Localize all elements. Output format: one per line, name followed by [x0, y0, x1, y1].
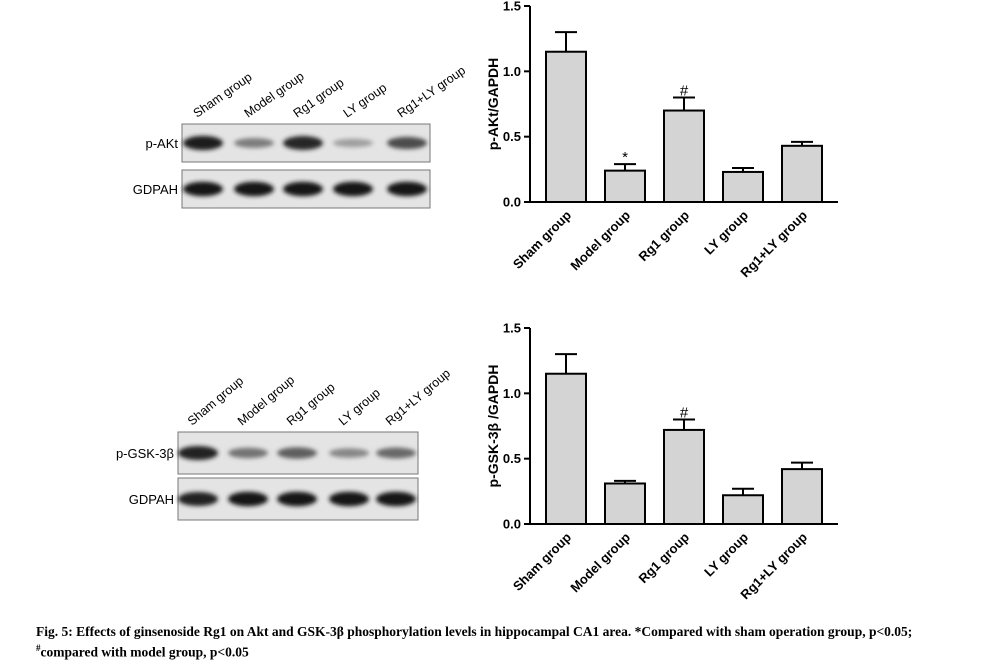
x-tick-label: LY group: [701, 529, 751, 579]
blot-band: [333, 181, 373, 197]
blot-band: [228, 491, 268, 507]
lane-label: LY group: [336, 386, 383, 429]
x-tick-label: LY group: [701, 207, 751, 257]
blot-band: [376, 447, 416, 459]
caption-text-end: compared with model group, p<0.05: [40, 644, 249, 660]
blot-band: [329, 448, 369, 458]
caption-hash-mark: #: [36, 643, 41, 653]
bar: [722, 494, 764, 525]
x-tick-label: Rg1 group: [636, 529, 693, 586]
blot-band: [234, 181, 274, 197]
blot-band: [183, 181, 223, 197]
x-tick-label: Rg1 group: [636, 207, 693, 264]
bar: [545, 372, 587, 525]
figure-caption: Fig. 5: Effects of ginsenoside Rg1 on Ak…: [36, 624, 966, 661]
blot-row-label: p-AKt: [145, 136, 178, 151]
blot-band: [277, 447, 317, 459]
blot-band: [283, 136, 323, 150]
blot-band: [376, 491, 416, 507]
x-tick-label: Sham group: [510, 529, 574, 593]
x-tick-label: Sham group: [510, 207, 574, 271]
blot-band: [387, 136, 427, 150]
y-tick-label: 0.0: [503, 195, 521, 210]
blot-row-label: GDPAH: [129, 492, 174, 507]
blot-row-label: p-GSK-3β: [116, 446, 174, 461]
blot-band: [283, 181, 323, 197]
lane-label: Rg1+LY group: [395, 63, 468, 120]
y-tick-label: 1.5: [503, 0, 521, 14]
bar: [781, 144, 823, 204]
caption-text: Fig. 5: Effects of ginsenoside Rg1 on Ak…: [36, 624, 913, 639]
blot-band: [183, 135, 223, 151]
blot-band: [333, 138, 373, 148]
bar: [545, 50, 587, 203]
bar: [781, 468, 823, 525]
blot-band: [178, 445, 218, 461]
y-tick-label: 1.0: [503, 64, 521, 79]
bar-chart-p-gsk3b: 0.0 0.5 1.0 1.5 p-GSK-3β /GAPDH Sham groupMod…: [485, 321, 838, 602]
lane-label: LY group: [341, 81, 390, 121]
y-tick-label: 1.5: [503, 321, 521, 336]
y-axis-label: p-GSK-3β /GAPDH: [485, 365, 501, 488]
blot-band: [387, 181, 427, 197]
bar: [663, 109, 705, 203]
bar: [722, 170, 764, 204]
bar-chart-p-akt: 0.0 0.5 1.0 1.5 p-AKt/GAPDH Sham group * Model …: [485, 0, 838, 280]
x-tick-label: Model group: [567, 207, 633, 273]
y-axis-label: p-AKt/GAPDH: [485, 58, 501, 151]
blot-band: [277, 491, 317, 507]
lane-label: Rg1+LY group: [383, 366, 453, 428]
blot-band: [234, 137, 274, 149]
y-tick-label: 0.5: [503, 129, 521, 144]
x-tick-label: Model group: [567, 529, 633, 595]
significance-mark: *: [622, 149, 628, 166]
blot-band: [329, 491, 369, 507]
bar: [663, 428, 705, 526]
blot-band: [178, 491, 218, 507]
significance-mark: #: [680, 82, 689, 99]
y-tick-label: 0.5: [503, 451, 521, 466]
blot-row-label: GDPAH: [133, 182, 178, 197]
bar: [604, 482, 646, 526]
bar: [604, 169, 646, 203]
blot-band: [228, 447, 268, 459]
significance-mark: #: [680, 404, 689, 421]
y-tick-label: 1.0: [503, 386, 521, 401]
y-tick-label: 0.0: [503, 517, 521, 532]
